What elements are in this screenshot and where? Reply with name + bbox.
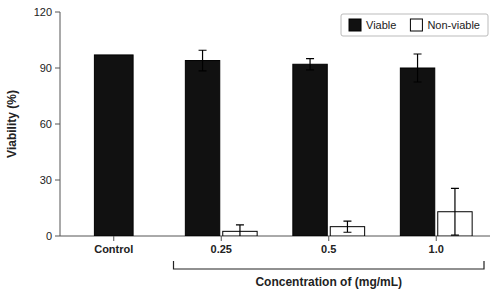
y-tick-label: 30 [40, 174, 52, 186]
x-axis-label: Concentration of (mg/mL) [255, 275, 402, 289]
y-tick-label: 120 [34, 6, 52, 18]
y-tick [55, 68, 60, 69]
legend-frame [341, 14, 488, 36]
legend: Viable Non-viable [341, 14, 488, 36]
error-bar [343, 221, 351, 232]
x-tick-label: 0.25 [211, 243, 232, 255]
x-tick-label: 1.0 [429, 243, 444, 255]
legend-label: Viable [366, 19, 396, 31]
y-tick-label: 0 [46, 230, 52, 242]
x-axis: Control 0.25 0.5 1.0 [60, 236, 490, 255]
y-axis-label: Viability (%) [5, 90, 19, 158]
y-tick [55, 124, 60, 125]
legend-label: Non-viable [427, 19, 480, 31]
bar [400, 68, 434, 236]
bars [94, 50, 472, 236]
error-bar-line [451, 188, 459, 235]
y-tick [55, 180, 60, 181]
bar [94, 55, 133, 236]
y-tick [55, 236, 60, 237]
error-bar-line [306, 59, 314, 70]
y-tick-label: 60 [40, 118, 52, 130]
y-tick [55, 12, 60, 13]
error-bar-line [414, 54, 422, 82]
bar [293, 64, 327, 236]
error-bar-line [199, 50, 207, 71]
error-bar-line [236, 225, 244, 236]
legend-swatch [410, 19, 422, 31]
x-tick [436, 236, 437, 241]
error-bar [236, 225, 244, 236]
error-bar [414, 54, 422, 82]
bracket-line [174, 261, 485, 269]
x-tick [328, 236, 329, 241]
y-tick-label: 90 [40, 62, 52, 74]
error-bar [306, 59, 314, 70]
x-tick-label: Control [94, 243, 133, 255]
x-bracket [174, 261, 485, 269]
error-bar-line [343, 221, 351, 232]
y-axis: 0 30 60 90 120 [34, 6, 60, 242]
x-tick [221, 236, 222, 241]
error-bar [199, 50, 207, 71]
legend-swatch [349, 19, 361, 31]
page: {"chart_data": {"type": "bar", "categori… [0, 0, 500, 308]
error-bar [451, 188, 459, 235]
chart: 0 30 60 90 120 Viability (%) Control 0.25 0.5 1.0… [0, 0, 500, 308]
x-tick [113, 236, 114, 241]
x-tick-label: 0.5 [321, 243, 336, 255]
bar [185, 61, 219, 236]
